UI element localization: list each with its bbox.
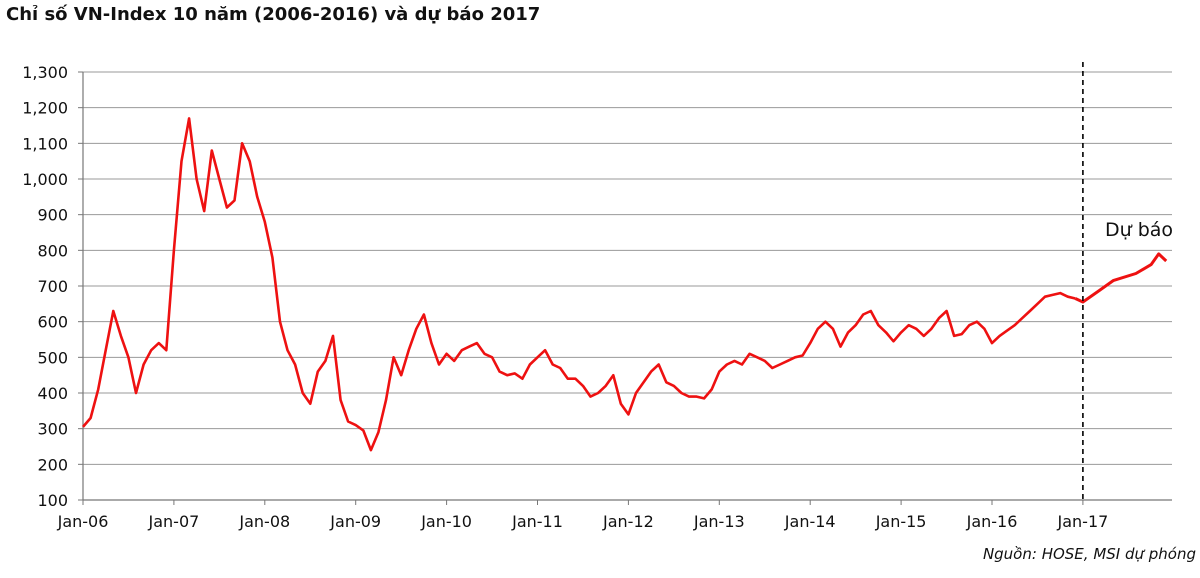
y-tick-label: 900 [37,206,68,225]
x-tick-label: Jan-14 [784,512,836,531]
x-tick-label: Jan-13 [693,512,745,531]
y-tick-label: 100 [37,491,68,510]
y-tick-label: 400 [37,384,68,403]
x-tick-label: Jan-17 [1057,512,1109,531]
y-tick-label: 1,100 [22,134,68,153]
x-tick-label: Jan-10 [420,512,472,531]
y-tick-label: 600 [37,313,68,332]
y-tick-label: 1,000 [22,170,68,189]
source-note: Nguồn: HOSE, MSI dự phóng [982,545,1196,563]
x-tick-label: Jan-08 [238,512,290,531]
x-tick-labels: Jan-06 Jan-07 Jan-08 Jan-09 Jan-10 Jan-11 Jan-… [57,512,1109,531]
y-tick-label: 500 [37,348,68,367]
y-tick-label: 200 [37,455,68,474]
x-tick-label: Jan-09 [329,512,381,531]
x-tick-label: Jan-11 [511,512,563,531]
x-tick-label: Jan-12 [602,512,654,531]
y-tick-label: 1,300 [22,63,68,82]
x-tick-label: Jan-15 [875,512,927,531]
y-tick-label: 800 [37,241,68,260]
axes [82,72,1172,505]
forecast-annotation: Dự báo [1105,219,1173,241]
chart-title: Chỉ số VN-Index 10 năm (2006-2016) và dự… [6,4,541,25]
y-tick-label: 700 [37,277,68,296]
x-tick-label: Jan-07 [148,512,200,531]
x-tick-label: Jan-06 [57,512,109,531]
y-tick-label: 300 [37,420,68,439]
grid-lines [78,71,1172,501]
series-line-forecast [1074,252,1168,304]
y-tick-labels: 100 200 300 400 500 600 700 800 900 1,000 1,100 1,2… [22,63,68,510]
series-group [82,117,1168,452]
y-tick-label: 1,200 [22,99,68,118]
series-line-historical [82,117,1076,452]
x-tick-label: Jan-16 [966,512,1018,531]
